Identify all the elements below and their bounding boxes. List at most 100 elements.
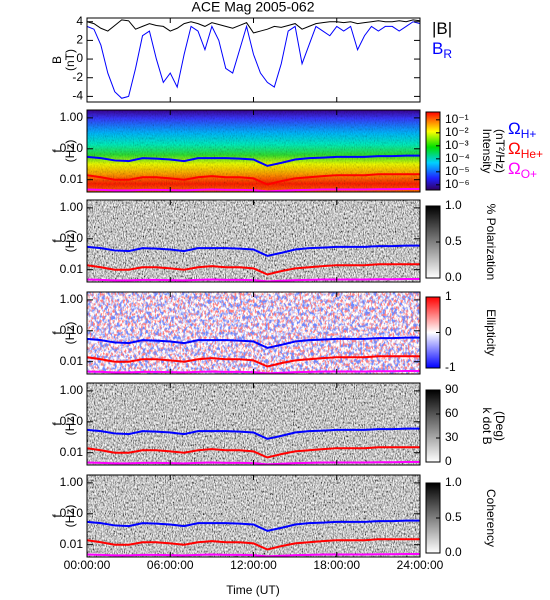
colorbar-tick-label: 10⁻³ bbox=[445, 138, 469, 152]
legend-name: Ω bbox=[508, 139, 521, 158]
colorbar-label: (Deg) bbox=[493, 411, 507, 441]
y-axis-label: f bbox=[50, 239, 64, 243]
legend-name: Ω bbox=[508, 159, 521, 178]
spectrogram bbox=[87, 475, 420, 557]
spectrogram-noise bbox=[87, 110, 420, 192]
colorbar-label: % Polarization bbox=[484, 204, 498, 281]
y-axis-label: (Hz) bbox=[63, 140, 77, 163]
x-tick-label: 00:00:00 bbox=[64, 558, 111, 572]
y-tick-label: 2 bbox=[76, 33, 83, 47]
data-line bbox=[87, 173, 420, 186]
y-tick-label: 0.01 bbox=[60, 354, 84, 368]
legend-entry: ΩHe+ bbox=[508, 139, 543, 161]
y-tick-label: 0.10 bbox=[60, 414, 84, 428]
data-line bbox=[87, 263, 420, 276]
y-tick-label: 0.10 bbox=[60, 231, 84, 245]
y-tick-label: 0.10 bbox=[60, 323, 84, 337]
y-axis-label: f bbox=[50, 331, 64, 335]
colorbar-tick-label: 0 bbox=[445, 325, 452, 339]
x-tick-label: 24:00:00 bbox=[397, 558, 444, 572]
x-axis-label: Time (UT) bbox=[226, 583, 280, 597]
legend-entry: ΩO+ bbox=[508, 159, 537, 181]
colorbar-label: Intensity bbox=[480, 129, 494, 174]
legend-entry: BR bbox=[432, 39, 452, 61]
data-line bbox=[87, 21, 420, 99]
colorbar-tick-label: 10⁻⁴ bbox=[445, 151, 470, 165]
y-tick-label: 1.00 bbox=[60, 200, 84, 214]
colorbar-tick-label: -1 bbox=[445, 360, 456, 374]
data-line bbox=[87, 154, 420, 167]
colorbar-tick-label: 10⁻² bbox=[445, 125, 469, 139]
data-line bbox=[87, 355, 420, 368]
data-line bbox=[87, 336, 420, 349]
y-axis-label: (Hz) bbox=[63, 322, 77, 345]
y-tick-label: 0 bbox=[76, 51, 83, 65]
legend-entry: ΩH+ bbox=[508, 119, 536, 141]
y-tick-label: 4 bbox=[76, 14, 83, 28]
y-axis-label: (Hz) bbox=[63, 230, 77, 253]
colorbar-tick-label: 1 bbox=[445, 289, 452, 303]
x-tick-label: 12:00:00 bbox=[230, 558, 277, 572]
data-line bbox=[87, 19, 420, 34]
y-tick-label: 1.00 bbox=[60, 475, 84, 489]
colorbar-tick-label: 1.0 bbox=[445, 475, 462, 489]
y-axis-label: (nT) bbox=[63, 49, 77, 71]
x-tick-label: 06:00:00 bbox=[147, 558, 194, 572]
y-tick-label: -2 bbox=[72, 70, 83, 84]
colorbar-tick-label: 0.5 bbox=[445, 234, 462, 248]
data-line bbox=[87, 427, 420, 440]
y-axis-label: (Hz) bbox=[63, 413, 77, 436]
data-line bbox=[87, 538, 420, 551]
colorbar-tick-label: 0.5 bbox=[445, 510, 462, 524]
colorbar-tick-label: 60 bbox=[445, 406, 459, 420]
colorbar-tick-label: 1.0 bbox=[445, 198, 462, 212]
colorbar-label: Ellipticity bbox=[484, 309, 498, 356]
data-line bbox=[87, 446, 420, 459]
spectrogram bbox=[87, 200, 420, 282]
y-tick-label: 0.10 bbox=[60, 506, 84, 520]
legend-name: |B| bbox=[432, 19, 452, 38]
y-tick-label: 0.01 bbox=[60, 537, 84, 551]
colorbar-tick-label: 0.0 bbox=[445, 270, 462, 284]
legend-name: Ω bbox=[508, 119, 521, 138]
x-tick-label: 18:00:00 bbox=[313, 558, 360, 572]
colorbar-tick-label: 0.0 bbox=[445, 545, 462, 559]
legend-entry: |B| bbox=[432, 19, 452, 38]
colorbar bbox=[425, 389, 441, 463]
data-line bbox=[87, 244, 420, 257]
colorbar-label: k dot B bbox=[480, 407, 494, 444]
y-tick-label: 0.10 bbox=[60, 141, 84, 155]
y-axis-label: (Hz) bbox=[63, 505, 77, 528]
y-tick-label: 1.00 bbox=[60, 110, 84, 124]
y-tick-label: 0.01 bbox=[60, 262, 84, 276]
colorbar-label: Coherency bbox=[484, 489, 498, 547]
colorbar-tick-label: 10⁻¹ bbox=[445, 112, 469, 126]
figure-title: ACE Mag 2005-062 bbox=[192, 0, 315, 15]
legend-subscript: O+ bbox=[521, 167, 537, 181]
colorbar-tick-label: 0 bbox=[445, 454, 452, 468]
legend-subscript: He+ bbox=[521, 147, 543, 161]
colorbar-tick-label: 10⁻⁵ bbox=[445, 164, 470, 178]
y-tick-label: -4 bbox=[72, 89, 83, 103]
data-line bbox=[87, 519, 420, 532]
y-axis-label: f bbox=[50, 514, 64, 518]
legend-subscript: R bbox=[443, 47, 452, 61]
legend-subscript: H+ bbox=[521, 127, 537, 141]
y-tick-label: 1.00 bbox=[60, 383, 84, 397]
y-tick-label: 0.01 bbox=[60, 445, 84, 459]
colorbar bbox=[425, 111, 441, 191]
colorbar-tick-label: 30 bbox=[445, 430, 459, 444]
spectrogram bbox=[87, 383, 420, 465]
colorbar-tick-label: 10⁻⁶ bbox=[445, 177, 470, 191]
y-axis-label: f bbox=[50, 149, 64, 153]
colorbar-tick-label: 90 bbox=[445, 382, 459, 396]
legend-name: B bbox=[432, 39, 443, 58]
y-tick-label: 1.00 bbox=[60, 292, 84, 306]
colorbar-label: (nT²/Hz) bbox=[493, 129, 507, 173]
y-axis-label: f bbox=[50, 422, 64, 426]
y-tick-label: 0.01 bbox=[60, 172, 84, 186]
y-axis-label: B bbox=[50, 56, 64, 64]
spectrogram-red bbox=[87, 292, 420, 374]
